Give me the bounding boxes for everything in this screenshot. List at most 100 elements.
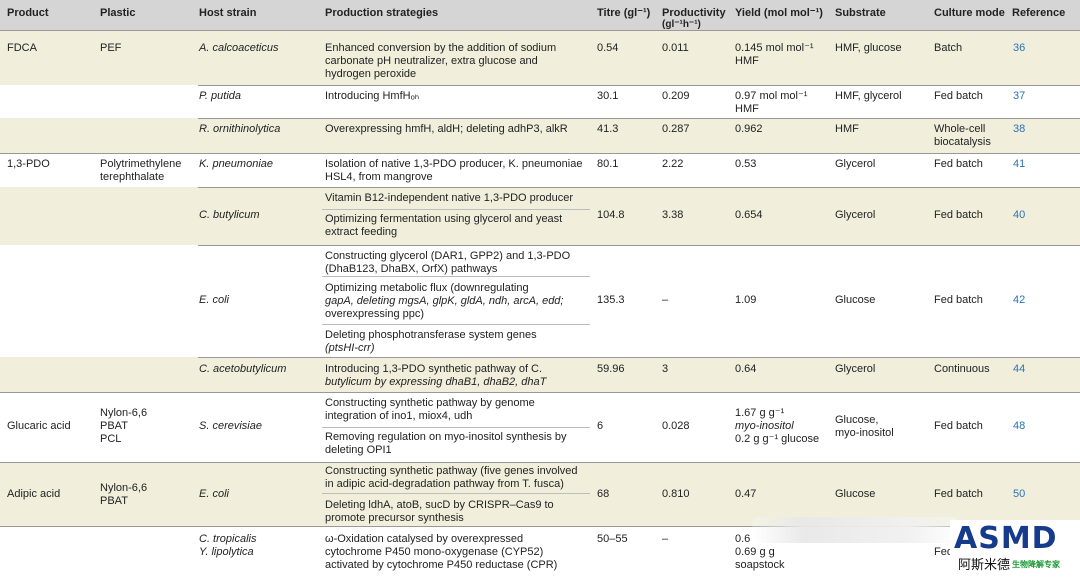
productivity-value: 0.287 bbox=[662, 123, 690, 135]
reference-link[interactable]: 36 bbox=[1013, 42, 1026, 54]
strategy-line: Constructing glycerol (DAR1, GPP2) and 1… bbox=[325, 250, 571, 262]
header-culture-mode: Culture mode bbox=[934, 7, 1005, 19]
yield-value: 0.6 bbox=[735, 533, 751, 545]
strategy-line: Enhanced conversion by the addition of s… bbox=[325, 42, 557, 54]
strategy-line: Isolation of native 1,3-PDO producer, K.… bbox=[325, 158, 583, 170]
strategy-line: gapA, deleting mgsA, glpK, gldA, ndh, ar… bbox=[325, 295, 564, 307]
header-substrate: Substrate bbox=[835, 7, 886, 19]
culture-mode-value: Fed batch bbox=[934, 90, 983, 102]
strategy-line: hydrogen peroxide bbox=[325, 68, 417, 80]
yield-value: 0.145 mol mol⁻¹ bbox=[735, 42, 814, 54]
host-strain: C. tropicalis bbox=[199, 533, 257, 545]
asmd-watermark-logo: ASMD 阿斯米德 生物降解专家 bbox=[950, 520, 1080, 577]
titre-value: 135.3 bbox=[597, 294, 625, 306]
strategy-line: Optimizing metabolic flux (downregulatin… bbox=[325, 282, 529, 294]
yield-value: HMF bbox=[735, 55, 759, 67]
culture-mode-value: biocatalysis bbox=[934, 136, 991, 148]
product-fdca: FDCA bbox=[7, 42, 37, 54]
substrate-value: HMF, glucose bbox=[835, 42, 902, 54]
culture-mode-value: Whole-cell bbox=[934, 123, 986, 135]
host-strain: S. cerevisiae bbox=[199, 420, 262, 432]
header-yield: Yield (mol mol⁻¹) bbox=[735, 7, 823, 19]
strategy-line: in adipic acid-degradation pathway from … bbox=[325, 478, 564, 490]
productivity-value: 3.38 bbox=[662, 209, 684, 221]
productivity-value: – bbox=[662, 294, 669, 306]
host-strain: P. putida bbox=[199, 90, 242, 102]
yield-value: 0.2 g g⁻¹ glucose bbox=[735, 433, 820, 445]
host-strain: Y. lipolytica bbox=[199, 546, 254, 558]
titre-value: 104.8 bbox=[597, 209, 625, 221]
reference-link[interactable]: 42 bbox=[1013, 294, 1026, 306]
reference-link[interactable]: 37 bbox=[1013, 90, 1026, 102]
culture-mode-value: Fed batch bbox=[934, 209, 983, 221]
header-host-strain: Host strain bbox=[199, 7, 257, 19]
titre-value: 50–55 bbox=[597, 533, 628, 545]
culture-mode-value: Continuous bbox=[934, 363, 990, 375]
host-strain: C. acetobutylicum bbox=[199, 363, 287, 375]
header-productivity: Productivity bbox=[662, 7, 726, 19]
strategy-line: HSL4, from mangrove bbox=[325, 171, 433, 183]
plastic-value: Nylon-6,6 bbox=[100, 407, 148, 419]
yield-value: 0.69 g g bbox=[735, 546, 775, 558]
strategy-line: ω-Oxidation catalysed by overexpressed bbox=[325, 533, 524, 545]
productivity-value: 2.22 bbox=[662, 158, 684, 170]
strategy-line: Overexpressing hmfH, aldH; deleting adhP… bbox=[325, 123, 568, 135]
substrate-value: Glucose bbox=[835, 294, 876, 306]
culture-mode-value: Batch bbox=[934, 42, 963, 54]
plastic-value: PBAT bbox=[100, 420, 128, 432]
strategy-line: Introducing HmfHₒₕ bbox=[325, 90, 420, 102]
product-glucaric-acid: Glucaric acid bbox=[7, 420, 71, 432]
host-strain: E. coli bbox=[199, 294, 229, 306]
strategy-line: Introducing 1,3-PDO synthetic pathway of… bbox=[325, 363, 543, 375]
titre-value: 41.3 bbox=[597, 123, 619, 135]
yield-value: soapstock bbox=[735, 559, 785, 571]
reference-link[interactable]: 40 bbox=[1013, 209, 1026, 221]
substrate-value: Glucose bbox=[835, 488, 876, 500]
logo-tagline: 生物降解专家 bbox=[1012, 560, 1060, 569]
reference-link[interactable]: 41 bbox=[1013, 158, 1026, 170]
plastic-value: PBAT bbox=[100, 495, 128, 507]
strategy-line: deleting OPI1 bbox=[325, 444, 392, 456]
reference-link[interactable]: 48 bbox=[1013, 420, 1026, 432]
product-pdo: 1,3-PDO bbox=[7, 158, 50, 170]
yield-value: 0.53 bbox=[735, 158, 757, 170]
productivity-value: – bbox=[662, 533, 669, 545]
yield-value: 1.67 g g⁻¹ bbox=[735, 407, 785, 419]
yield-value: 0.47 bbox=[735, 488, 757, 500]
yield-value: 0.962 bbox=[735, 123, 763, 135]
header-titre: Titre (gl⁻¹) bbox=[597, 7, 651, 19]
yield-value: 0.97 mol mol⁻¹ bbox=[735, 90, 808, 102]
reference-link[interactable]: 38 bbox=[1013, 123, 1026, 135]
host-strain: E. coli bbox=[199, 488, 229, 500]
strategy-line: activated by cytochrome P450 reductase (… bbox=[325, 559, 558, 571]
titre-value: 68 bbox=[597, 488, 610, 500]
reference-link[interactable]: 44 bbox=[1013, 363, 1026, 375]
plastic-pef: PEF bbox=[100, 42, 122, 54]
logo-chinese-name: 阿斯米德 bbox=[958, 557, 1011, 572]
productivity-value: 3 bbox=[662, 363, 669, 375]
yield-value: 1.09 bbox=[735, 294, 757, 306]
blur-overlay bbox=[752, 517, 960, 543]
header-product: Product bbox=[7, 7, 49, 19]
culture-mode-value: Fed batch bbox=[934, 488, 983, 500]
reference-link[interactable]: 50 bbox=[1013, 488, 1026, 500]
titre-value: 80.1 bbox=[597, 158, 619, 170]
titre-value: 0.54 bbox=[597, 42, 619, 54]
yield-value: 0.64 bbox=[735, 363, 757, 375]
strategy-line: butylicum by expressing dhaB1, dhaB2, dh… bbox=[325, 376, 547, 388]
row-band bbox=[0, 187, 1080, 245]
plastic-value: Polytrimethylene bbox=[100, 158, 182, 170]
substrate-value: Glycerol bbox=[835, 209, 876, 221]
product-adipic-acid: Adipic acid bbox=[7, 488, 61, 500]
culture-mode-value: Fed batch bbox=[934, 294, 983, 306]
strategy-line: integration of ino1, miox4, udh bbox=[325, 410, 473, 422]
titre-value: 59.96 bbox=[597, 363, 625, 375]
strategy-line: (ptsHI-crr) bbox=[325, 342, 375, 354]
header-reference: Reference bbox=[1012, 7, 1066, 19]
substrate-value: HMF bbox=[835, 123, 859, 135]
strategy-line: Constructing synthetic pathway (five gen… bbox=[325, 465, 578, 477]
table-header-bar bbox=[0, 0, 1080, 30]
host-strain: R. ornithinolytica bbox=[199, 123, 281, 135]
strategy-line: overexpressing ppc) bbox=[325, 308, 425, 320]
header-plastic: Plastic bbox=[100, 7, 136, 19]
